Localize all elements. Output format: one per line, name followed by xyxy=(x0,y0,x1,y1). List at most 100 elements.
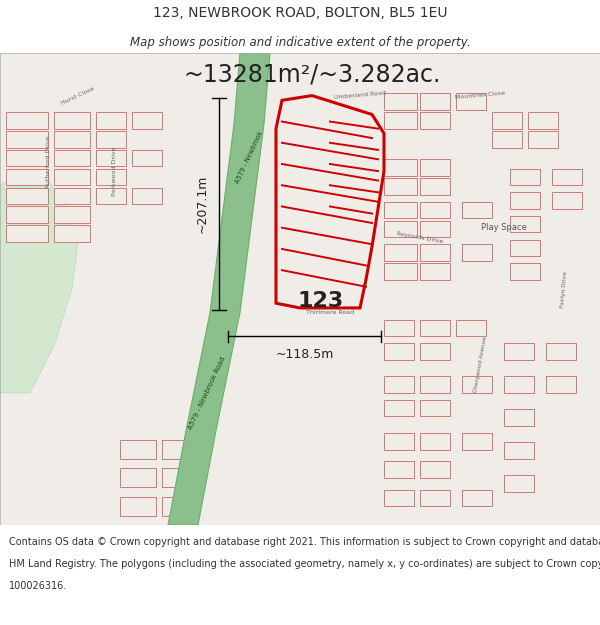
Bar xyxy=(504,442,534,459)
Text: Thirlmere Road: Thirlmere Road xyxy=(306,310,354,315)
Bar xyxy=(54,206,90,223)
Bar xyxy=(384,489,414,506)
Text: A579 - Newbrook: A579 - Newbrook xyxy=(234,130,264,184)
Bar xyxy=(384,376,414,393)
Bar xyxy=(54,169,90,185)
Text: 100026316.: 100026316. xyxy=(9,581,67,591)
Bar xyxy=(384,343,414,360)
Text: Rutherford Drive: Rutherford Drive xyxy=(46,136,50,188)
Text: Reynolds Drive: Reynolds Drive xyxy=(396,231,444,244)
Bar xyxy=(384,433,414,449)
Bar xyxy=(384,263,417,279)
Bar xyxy=(420,202,450,218)
Bar xyxy=(6,226,48,242)
Bar xyxy=(96,188,126,204)
Bar xyxy=(384,178,417,195)
Bar xyxy=(54,226,90,242)
Bar xyxy=(132,112,162,129)
Bar xyxy=(6,169,48,185)
Bar xyxy=(132,150,162,166)
Bar xyxy=(420,263,450,279)
Bar xyxy=(492,112,522,129)
Text: Contains OS data © Crown copyright and database right 2021. This information is : Contains OS data © Crown copyright and d… xyxy=(9,537,600,547)
Text: Hurst Close: Hurst Close xyxy=(61,86,95,106)
Text: Parkwood Drive: Parkwood Drive xyxy=(112,146,116,196)
Text: Umberland Road: Umberland Road xyxy=(334,91,386,101)
Bar xyxy=(420,489,450,506)
Bar xyxy=(6,131,48,148)
Text: ~118.5m: ~118.5m xyxy=(275,348,334,361)
Bar xyxy=(528,112,558,129)
Bar xyxy=(96,112,126,129)
Bar xyxy=(546,343,576,360)
Bar xyxy=(384,461,414,478)
Bar xyxy=(384,221,417,237)
Text: ~207.1m: ~207.1m xyxy=(195,175,208,233)
Bar xyxy=(54,112,90,129)
Bar xyxy=(420,93,450,110)
Text: A579 - Newbrook Road: A579 - Newbrook Road xyxy=(187,356,227,430)
Bar xyxy=(96,169,126,185)
Polygon shape xyxy=(0,171,78,393)
Bar xyxy=(120,440,156,459)
Bar xyxy=(462,202,492,218)
Polygon shape xyxy=(168,53,270,525)
Bar xyxy=(510,192,540,209)
Bar xyxy=(420,178,450,195)
Text: 123, NEWBROOK ROAD, BOLTON, BL5 1EU: 123, NEWBROOK ROAD, BOLTON, BL5 1EU xyxy=(153,6,447,20)
Bar xyxy=(420,433,450,449)
Bar xyxy=(510,263,540,279)
Bar xyxy=(6,150,48,166)
Bar xyxy=(6,112,48,129)
Bar xyxy=(456,320,486,336)
Text: Mountries Close: Mountries Close xyxy=(455,91,505,100)
Bar xyxy=(420,376,450,393)
Bar xyxy=(510,169,540,185)
Bar xyxy=(420,244,450,261)
Bar xyxy=(510,239,540,256)
Bar xyxy=(462,244,492,261)
Bar xyxy=(420,343,450,360)
Bar xyxy=(162,497,198,516)
Bar xyxy=(132,188,162,204)
Bar xyxy=(120,497,156,516)
Bar xyxy=(420,159,450,176)
Bar xyxy=(552,192,582,209)
Bar xyxy=(420,461,450,478)
Text: Cherywood Avenue: Cherywood Avenue xyxy=(473,336,487,393)
Bar xyxy=(384,93,417,110)
Bar xyxy=(96,131,126,148)
Bar xyxy=(384,159,417,176)
Bar xyxy=(120,468,156,488)
Bar xyxy=(420,221,450,237)
Text: Play Space: Play Space xyxy=(481,223,527,232)
Bar xyxy=(462,433,492,449)
Bar xyxy=(462,489,492,506)
Bar xyxy=(492,131,522,148)
Text: Fairlyn Drive: Fairlyn Drive xyxy=(560,271,568,308)
Bar xyxy=(504,343,534,360)
Bar xyxy=(510,216,540,232)
Bar xyxy=(552,169,582,185)
Text: HM Land Registry. The polygons (including the associated geometry, namely x, y c: HM Land Registry. The polygons (includin… xyxy=(9,559,600,569)
Text: Map shows position and indicative extent of the property.: Map shows position and indicative extent… xyxy=(130,36,470,49)
Bar xyxy=(546,376,576,393)
Bar xyxy=(162,440,198,459)
Text: ~13281m²/~3.282ac.: ~13281m²/~3.282ac. xyxy=(184,62,440,86)
Bar xyxy=(528,131,558,148)
Bar xyxy=(504,476,534,492)
Bar xyxy=(384,202,417,218)
Bar xyxy=(162,468,198,488)
Bar xyxy=(462,376,492,393)
Bar xyxy=(384,112,417,129)
Bar xyxy=(420,320,450,336)
Bar xyxy=(54,131,90,148)
Bar xyxy=(54,188,90,204)
Bar xyxy=(420,400,450,416)
Bar xyxy=(384,400,414,416)
Bar xyxy=(384,244,417,261)
Bar xyxy=(456,93,486,110)
Bar xyxy=(54,150,90,166)
Bar xyxy=(504,409,534,426)
Bar xyxy=(420,112,450,129)
